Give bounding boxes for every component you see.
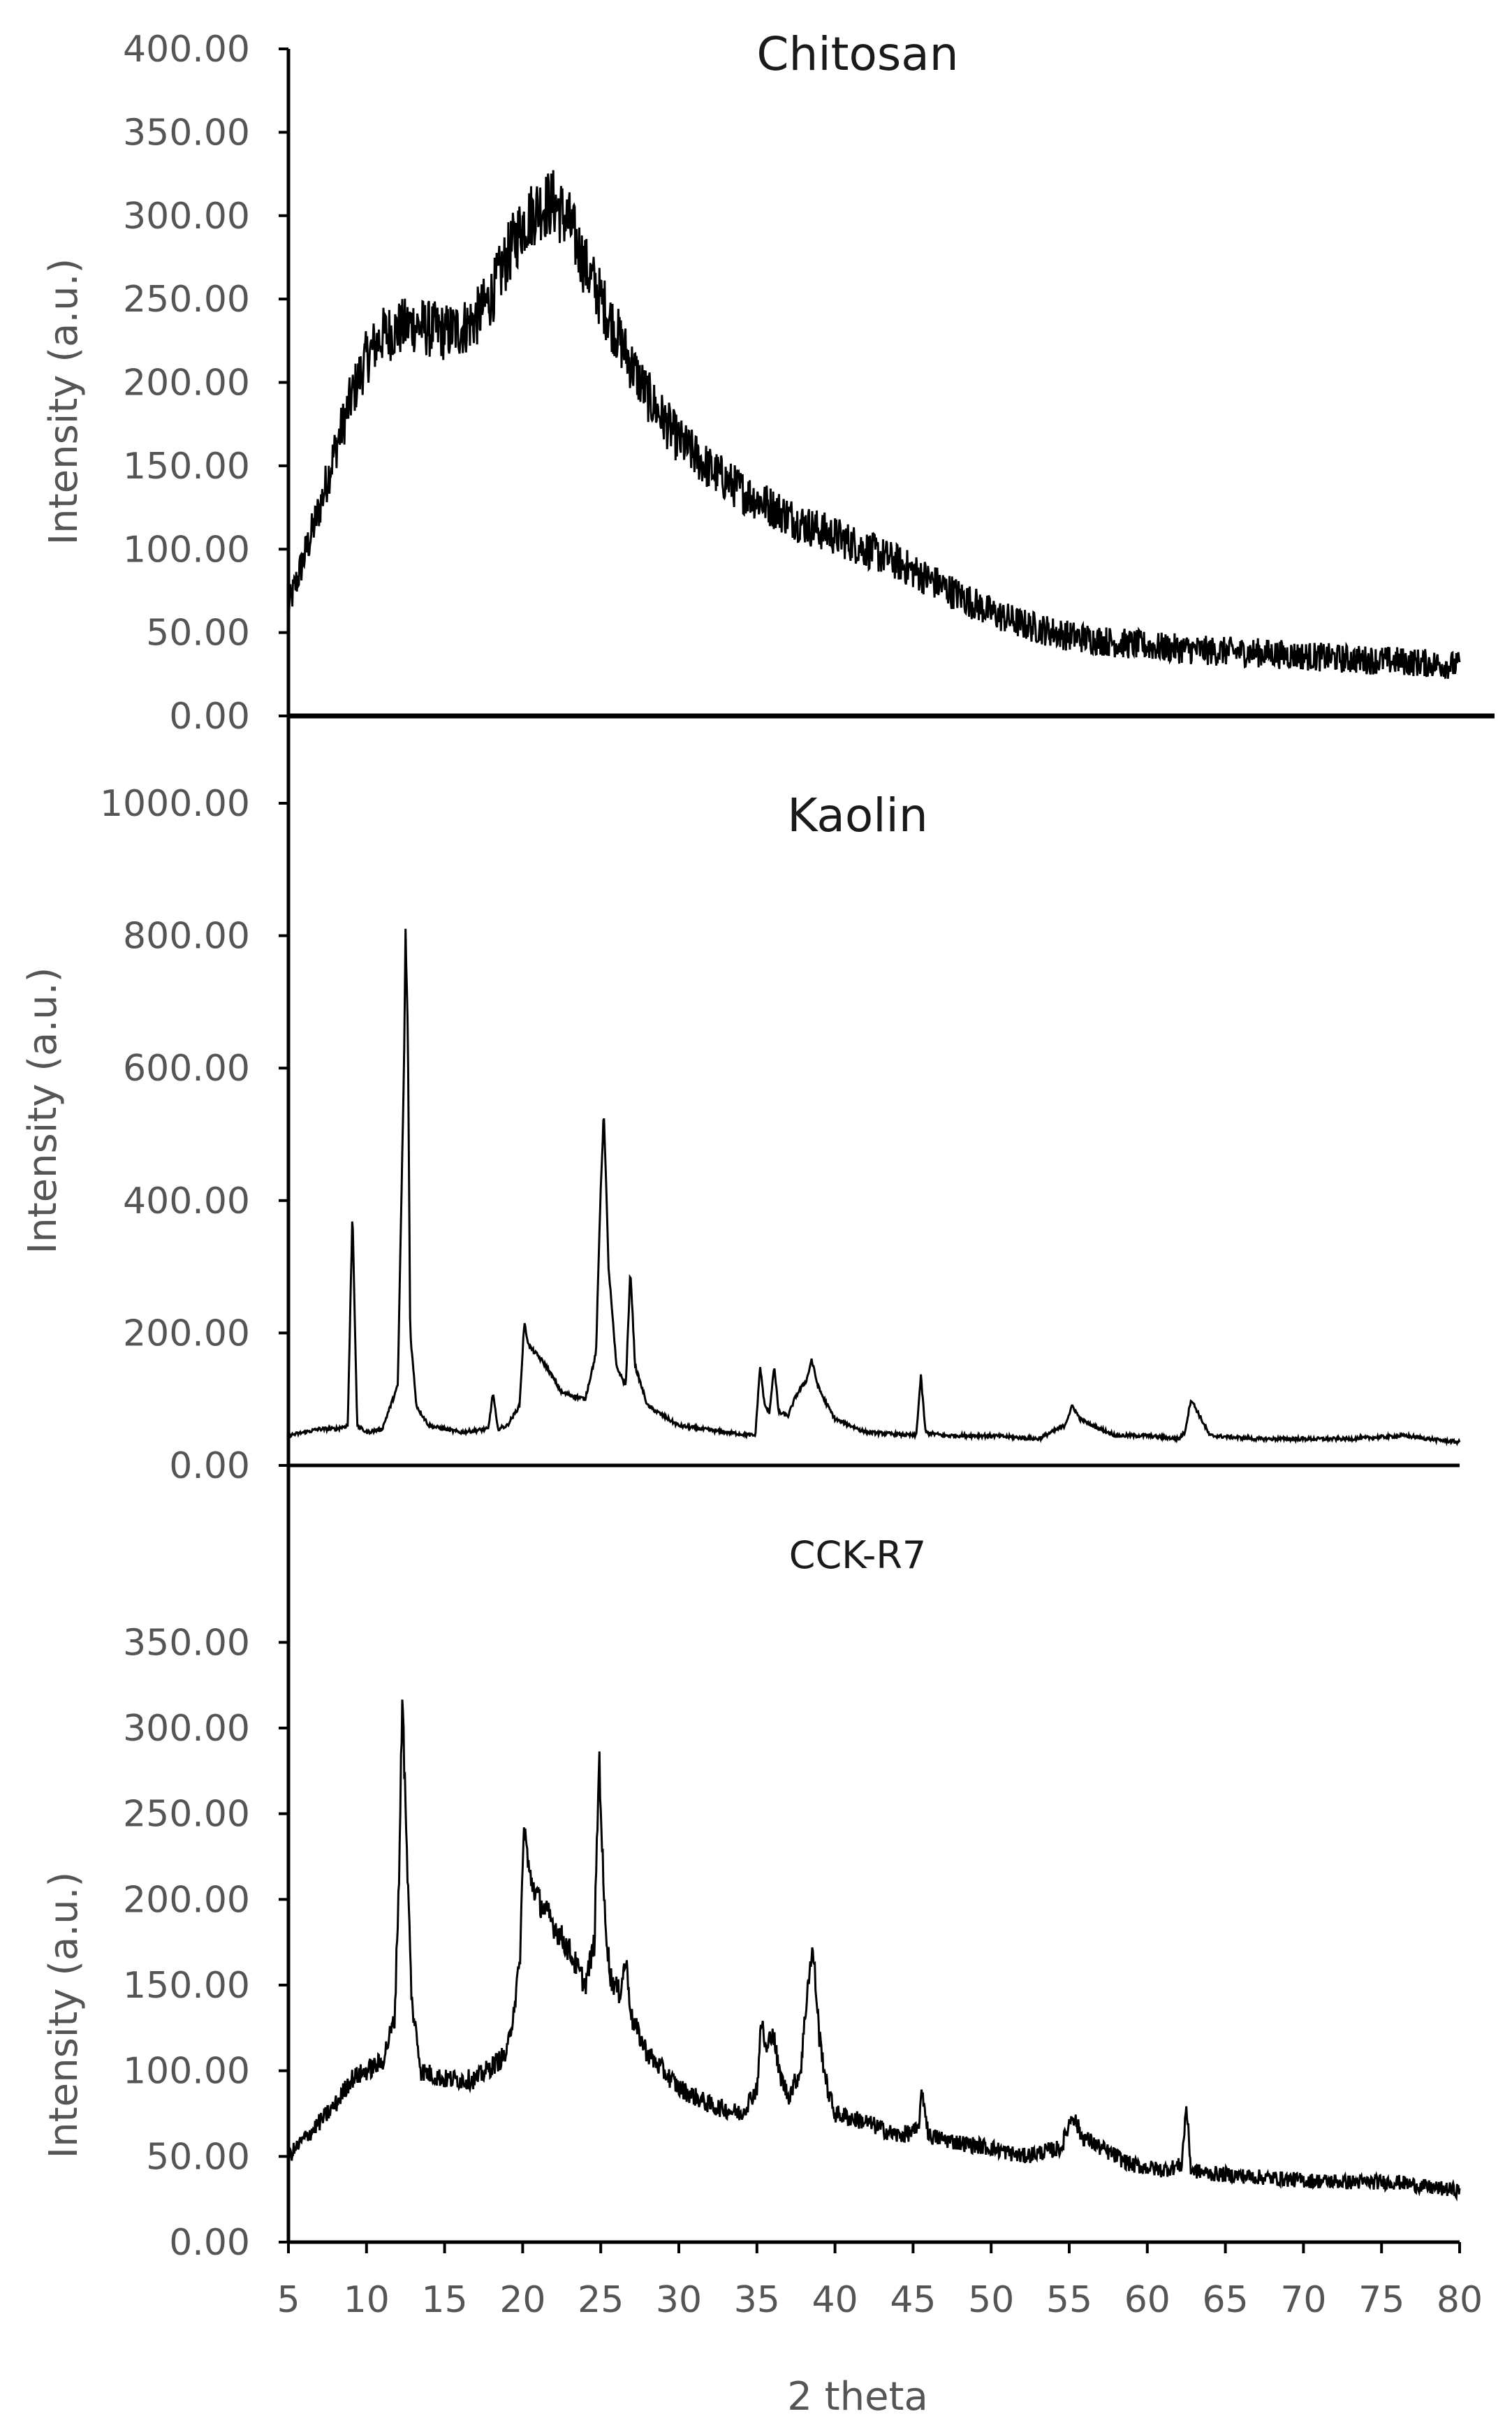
chitosan-title: Chitosan xyxy=(756,27,958,81)
cck-r7-ylabel: Intensity (a.u.) xyxy=(41,1872,87,2159)
x-tick-label: 5 xyxy=(277,2279,300,2321)
cck-r7-trace xyxy=(287,1699,1461,2202)
x-tick-label: 75 xyxy=(1358,2279,1404,2321)
y-tick-label: 350.00 xyxy=(123,1622,250,1664)
x-tick-label: 25 xyxy=(578,2279,624,2321)
y-tick-label: 300.00 xyxy=(123,1708,250,1750)
kaolin-ylabel: Intensity (a.u.) xyxy=(20,967,66,1254)
y-tick-label: 800.00 xyxy=(123,916,250,958)
y-tick-label: 250.00 xyxy=(123,279,250,321)
y-tick-label: 150.00 xyxy=(123,1965,250,2007)
x-axis-label: 2 theta xyxy=(787,2374,928,2420)
x-tick-label: 35 xyxy=(734,2279,780,2321)
y-tick-label: 350.00 xyxy=(123,112,250,154)
y-tick-label: 150.00 xyxy=(123,446,250,488)
chitosan-y-ticks: 0.00 50.00 100.00 150.00 200.00 250.00 300.00 3… xyxy=(123,29,288,738)
x-tick-label: 15 xyxy=(422,2279,468,2321)
y-tick-label: 200.00 xyxy=(123,363,250,404)
y-tick-label: 250.00 xyxy=(123,1794,250,1836)
x-tick-label: 70 xyxy=(1280,2279,1326,2321)
kaolin-panel: Kaolin Intensity (a.u.) 0.00 200.00 400.00… xyxy=(20,783,1461,1487)
cck-r7-y-ticks: 0.00 50.00 100.00 150.00 200.00 250.00 300.00 3… xyxy=(123,1622,288,2264)
y-tick-label: 100.00 xyxy=(123,2051,250,2093)
x-tick-label: 65 xyxy=(1203,2279,1249,2321)
x-tick-label: 60 xyxy=(1124,2279,1170,2321)
y-tick-label: 0.00 xyxy=(169,696,250,738)
y-tick-label: 400.00 xyxy=(123,1180,250,1222)
axes-frame xyxy=(286,49,1495,2244)
kaolin-title: Kaolin xyxy=(787,789,927,842)
x-tick-label: 80 xyxy=(1437,2279,1483,2321)
x-tick-label: 40 xyxy=(812,2279,858,2321)
y-tick-label: 1000.00 xyxy=(100,783,250,825)
x-tick-label: 55 xyxy=(1046,2279,1092,2321)
y-tick-label: 0.00 xyxy=(169,1445,250,1487)
kaolin-y-ticks: 0.00 200.00 400.00 600.00 800.00 1000.00 xyxy=(100,783,288,1487)
y-tick-label: 200.00 xyxy=(123,1312,250,1354)
x-tick-label: 10 xyxy=(344,2279,390,2321)
chitosan-trace xyxy=(287,170,1461,679)
kaolin-trace xyxy=(287,928,1461,1447)
y-tick-label: 100.00 xyxy=(123,529,250,571)
x-axis-ticks: 5 10 15 20 25 30 35 40 45 50 55 60 65 70 75 80 xyxy=(277,2242,1483,2321)
y-tick-label: 600.00 xyxy=(123,1048,250,1090)
x-tick-label: 50 xyxy=(968,2279,1014,2321)
cck-r7-panel: CCK-R7 Intensity (a.u.) 0.00 50.00 100.00 1… xyxy=(41,1533,1461,2264)
x-tick-label: 45 xyxy=(890,2279,936,2321)
chitosan-ylabel: Intensity (a.u.) xyxy=(41,258,87,546)
cck-r7-title: CCK-R7 xyxy=(789,1533,927,1577)
x-tick-label: 30 xyxy=(656,2279,702,2321)
x-tick-label: 20 xyxy=(499,2279,545,2321)
y-tick-label: 300.00 xyxy=(123,196,250,237)
chitosan-panel: Chitosan Intensity (a.u.) 0.00 50.00 100.0… xyxy=(41,27,1461,738)
y-tick-label: 400.00 xyxy=(123,29,250,71)
y-tick-label: 50.00 xyxy=(146,2136,250,2178)
y-tick-label: 0.00 xyxy=(169,2222,250,2264)
y-tick-label: 50.00 xyxy=(146,613,250,654)
y-tick-label: 200.00 xyxy=(123,1879,250,1921)
